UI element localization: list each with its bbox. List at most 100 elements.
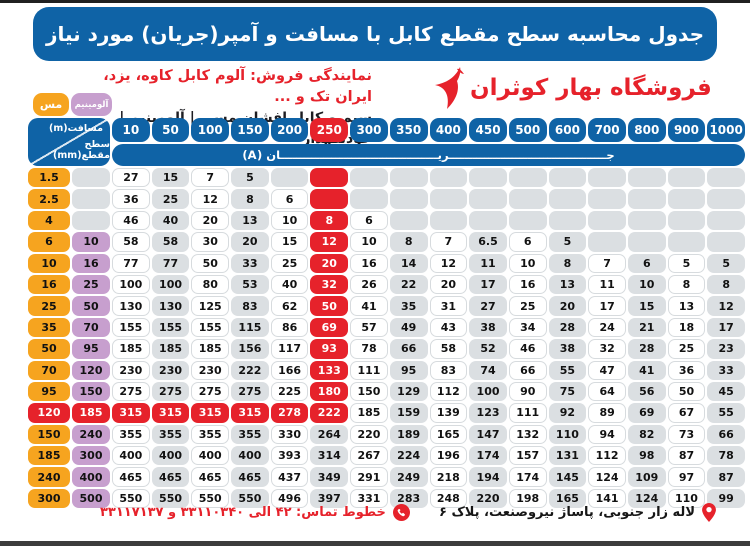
amp-cell: 125 bbox=[191, 296, 230, 316]
amp-cell: 165 bbox=[548, 488, 587, 509]
amp-cell: 8 bbox=[548, 253, 587, 273]
amp-cell bbox=[310, 189, 349, 209]
amp-cell: 331 bbox=[350, 488, 388, 509]
amp-cell: 5 bbox=[548, 232, 587, 252]
amp-cell: 124 bbox=[627, 488, 666, 509]
amp-cell bbox=[350, 189, 388, 209]
amp-cell: 77 bbox=[112, 253, 150, 273]
store-address: لاله زار جنوبی، پاساژ نیروصنعت، پلاک ۶ bbox=[439, 499, 716, 525]
amp-cell: 15 bbox=[270, 232, 309, 252]
amp-cell: 56 bbox=[627, 381, 666, 402]
amp-cell: 58 bbox=[151, 232, 190, 252]
copper-size-cell: 95 bbox=[28, 381, 70, 402]
amp-cell: 155 bbox=[191, 317, 230, 338]
copper-legend-badge: مس bbox=[33, 93, 69, 116]
distance-header-cell: 100 bbox=[191, 118, 230, 142]
distance-header-cell: 500 bbox=[508, 118, 547, 142]
amp-cell: 20 bbox=[231, 232, 269, 252]
amp-cell bbox=[429, 210, 468, 231]
amp-cell: 112 bbox=[429, 381, 468, 402]
amp-cell: 78 bbox=[707, 446, 745, 466]
amp-cell: 220 bbox=[469, 488, 507, 509]
aluminum-size-cell: 120 bbox=[72, 360, 110, 380]
amp-cell: 14 bbox=[389, 253, 428, 273]
amp-cell: 30 bbox=[191, 232, 230, 252]
amp-cell: 35 bbox=[389, 296, 428, 316]
aluminum-size-cell: 300 bbox=[72, 446, 110, 466]
amp-cell: 111 bbox=[350, 360, 388, 380]
amp-cell: 13 bbox=[548, 274, 587, 295]
amp-cell: 145 bbox=[548, 467, 587, 487]
amp-cell: 58 bbox=[112, 232, 150, 252]
amp-cell: 18 bbox=[667, 317, 706, 338]
amp-cell: 465 bbox=[191, 467, 230, 487]
amp-cell: 23 bbox=[707, 339, 745, 359]
amp-cell: 46 bbox=[508, 339, 547, 359]
top-border bbox=[0, 0, 750, 3]
amp-cell: 32 bbox=[588, 339, 626, 359]
amp-cell: 8 bbox=[231, 189, 269, 209]
aluminum-size-cell: 150 bbox=[72, 381, 110, 402]
amp-cell: 10 bbox=[627, 274, 666, 295]
copper-size-cell: 25 bbox=[28, 296, 70, 316]
amp-cell: 57 bbox=[350, 317, 388, 338]
amp-cell: 139 bbox=[429, 403, 468, 423]
amp-cell bbox=[389, 210, 428, 231]
amp-cell: 111 bbox=[508, 403, 547, 423]
amp-cell: 90 bbox=[508, 381, 547, 402]
amp-cell bbox=[548, 189, 587, 209]
amp-cell bbox=[707, 232, 745, 252]
amp-cell: 112 bbox=[588, 446, 626, 466]
amp-cell: 6 bbox=[508, 232, 547, 252]
amp-cell: 355 bbox=[112, 424, 150, 445]
copper-size-cell: 35 bbox=[28, 317, 70, 338]
amp-cell bbox=[588, 189, 626, 209]
amp-cell: 66 bbox=[389, 339, 428, 359]
amp-cell: 117 bbox=[270, 339, 309, 359]
amp-cell: 36 bbox=[112, 189, 150, 209]
amp-cell bbox=[429, 168, 468, 188]
amp-cell bbox=[707, 168, 745, 188]
amp-cell: 38 bbox=[469, 317, 507, 338]
amp-cell: 400 bbox=[112, 446, 150, 466]
amp-cell bbox=[548, 168, 587, 188]
amp-cell: 275 bbox=[231, 381, 269, 402]
amp-cell: 83 bbox=[429, 360, 468, 380]
amp-cell: 230 bbox=[151, 360, 190, 380]
amp-cell: 315 bbox=[191, 403, 230, 423]
amp-cell: 38 bbox=[548, 339, 587, 359]
amp-cell: 124 bbox=[588, 467, 626, 487]
amp-cell: 5 bbox=[667, 253, 706, 273]
amp-cell: 100 bbox=[151, 274, 190, 295]
copper-size-cell: 10 bbox=[28, 253, 70, 273]
amp-cell: 27 bbox=[112, 168, 150, 188]
distance-header-cell: 200 bbox=[270, 118, 309, 142]
amp-cell: 10 bbox=[270, 210, 309, 231]
amp-cell: 97 bbox=[667, 467, 706, 487]
amp-cell: 185 bbox=[350, 403, 388, 423]
amp-cell: 16 bbox=[350, 253, 388, 273]
amp-cell: 400 bbox=[231, 446, 269, 466]
amp-cell: 64 bbox=[588, 381, 626, 402]
amp-cell: 13 bbox=[667, 296, 706, 316]
current-axis-label: جـــــــــــــــــــــــــــــــــــــــ… bbox=[242, 148, 615, 162]
amp-cell bbox=[270, 168, 309, 188]
amp-cell: 67 bbox=[667, 403, 706, 423]
amp-cell: 496 bbox=[270, 488, 309, 509]
distance-header-cell: 300 bbox=[350, 118, 388, 142]
amp-cell: 248 bbox=[429, 488, 468, 509]
copper-size-cell: 4 bbox=[28, 210, 70, 231]
amp-cell bbox=[667, 232, 706, 252]
amp-cell: 349 bbox=[310, 467, 349, 487]
amp-cell: 141 bbox=[588, 488, 626, 509]
amp-cell: 86 bbox=[270, 317, 309, 338]
amp-cell: 53 bbox=[231, 274, 269, 295]
aluminum-size-cell: 16 bbox=[72, 253, 110, 273]
amp-cell: 355 bbox=[151, 424, 190, 445]
amp-cell: 174 bbox=[469, 446, 507, 466]
amp-cell: 11 bbox=[469, 253, 507, 273]
amp-cell: 16 bbox=[508, 274, 547, 295]
distance-header-cell: 400 bbox=[429, 118, 468, 142]
aluminum-size-cell: 70 bbox=[72, 317, 110, 338]
